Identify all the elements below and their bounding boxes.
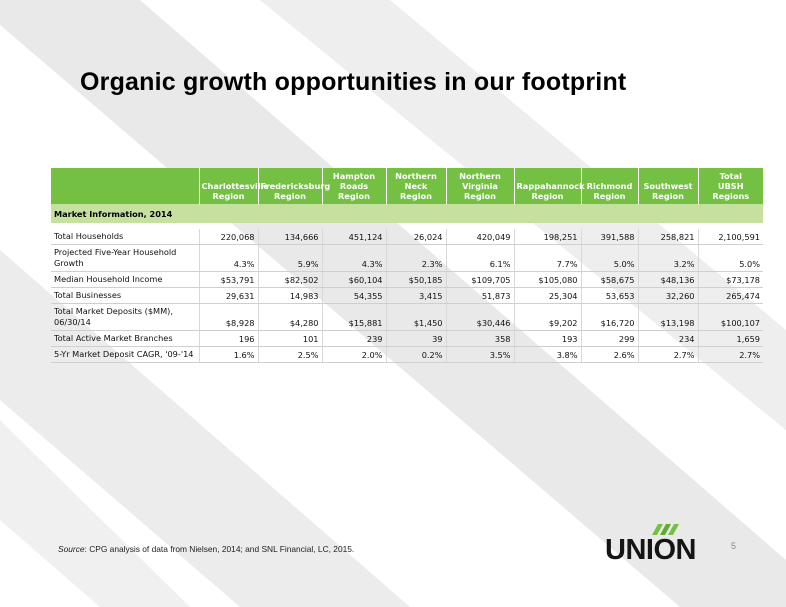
table-cell: $82,502 [257, 271, 322, 288]
table-cell: 3.2% [637, 244, 698, 272]
table-header-row: Charlottesville Region Fredericksburg Reg… [51, 168, 763, 204]
table-cell: 234 [637, 330, 698, 347]
table-cell: $13,198 [637, 303, 698, 331]
table-cell: $8,928 [198, 303, 258, 331]
table-cell: 6.1% [445, 244, 514, 272]
table-cell: $1,450 [385, 303, 446, 331]
table-cell: 2.7% [697, 346, 763, 363]
row-label: Projected Five-Year Household Growth [51, 244, 199, 272]
table-cell: 358 [445, 330, 514, 347]
table-cell: 25,304 [513, 287, 581, 304]
table-cell: 2.7% [637, 346, 698, 363]
table-cell: 4.3% [198, 244, 258, 272]
page-title: Organic growth opportunities in our foot… [80, 68, 627, 96]
table-cell: 29,631 [198, 287, 258, 304]
table-cell: 101 [257, 330, 322, 347]
column-header: Rappahannock Region [514, 168, 585, 204]
table-row: Median Household Income $53,791 $82,502 $60… [51, 271, 763, 288]
table-row: 5-Yr Market Deposit CAGR, '09-'14 1.6% 2.5… [51, 346, 763, 363]
table-cell: $109,705 [445, 271, 514, 288]
table-cell: 53,653 [580, 287, 638, 304]
table-cell: 54,355 [321, 287, 386, 304]
table-cell: 5.0% [697, 244, 763, 272]
row-label: Total Market Deposits ($MM), 06/30/14 [51, 303, 199, 331]
table-cell: 391,588 [580, 229, 638, 245]
table-cell: 451,124 [321, 229, 386, 245]
table-cell: $58,675 [580, 271, 638, 288]
source-note: Source: CPG analysis of data from Nielse… [58, 544, 354, 554]
table-cell: 4.3% [321, 244, 386, 272]
table-cell: 258,821 [637, 229, 698, 245]
union-logo: UNION [605, 524, 725, 566]
section-title: Market Information, 2014 [51, 204, 763, 223]
column-header: Charlottesville Region [199, 168, 269, 204]
table-cell: $105,080 [513, 271, 581, 288]
table-cell: 39 [385, 330, 446, 347]
table-row: Total Active Market Branches 196 101 239 39 3… [51, 330, 763, 347]
table-cell: $100,107 [697, 303, 763, 331]
table-row: Total Businesses 29,631 14,983 54,355 3,415 5… [51, 287, 763, 304]
table-cell: 7.7% [513, 244, 581, 272]
table-row: Total Households 220,068 134,666 451,124 26,… [51, 229, 763, 245]
column-header: Northern Virginia Region [446, 168, 515, 204]
table-cell: $16,720 [580, 303, 638, 331]
union-logo-text: UNION [605, 534, 696, 566]
table-cell: 196 [198, 330, 258, 347]
table-cell: 193 [513, 330, 581, 347]
table-cell: 2.0% [321, 346, 386, 363]
column-header: Richmond Region [581, 168, 639, 204]
table-cell: $50,185 [385, 271, 446, 288]
column-header: Northern Neck Region [386, 168, 447, 204]
table-cell: $73,178 [697, 271, 763, 288]
table-cell: $30,446 [445, 303, 514, 331]
table-cell: 265,474 [697, 287, 763, 304]
column-header: Hampton Roads Region [322, 168, 387, 204]
table-cell: 134,666 [257, 229, 322, 245]
table-cell: 198,251 [513, 229, 581, 245]
table-cell: $9,202 [513, 303, 581, 331]
table-cell: 3,415 [385, 287, 446, 304]
row-label: Total Households [51, 229, 199, 245]
table-cell: 2.3% [385, 244, 446, 272]
market-information-table: Charlottesville Region Fredericksburg Reg… [51, 168, 763, 363]
table-cell: 239 [321, 330, 386, 347]
column-header: Fredericksburg Region [258, 168, 330, 204]
page-number: 5 [731, 541, 737, 551]
table-cell: 0.2% [385, 346, 446, 363]
source-label: Source [58, 544, 85, 554]
table-cell: $53,791 [198, 271, 258, 288]
row-label: 5-Yr Market Deposit CAGR, '09-'14 [51, 346, 199, 363]
table-row: Total Market Deposits ($MM), 06/30/14 $8,… [51, 303, 763, 331]
table-cell: 1,659 [697, 330, 763, 347]
table-cell: 5.0% [580, 244, 638, 272]
table-cell: 1.6% [198, 346, 258, 363]
table-cell: 5.9% [257, 244, 322, 272]
table-cell: $48,136 [637, 271, 698, 288]
table-cell: 3.8% [513, 346, 581, 363]
table-cell: 32,260 [637, 287, 698, 304]
source-text: : CPG analysis of data from Nielsen, 201… [84, 544, 355, 554]
table-cell: 2.5% [257, 346, 322, 363]
table-cell: 420,049 [445, 229, 514, 245]
table-cell: 51,873 [445, 287, 514, 304]
row-label: Total Businesses [51, 287, 199, 304]
table-cell: $15,881 [321, 303, 386, 331]
column-header: Southwest Region [638, 168, 699, 204]
table-cell: 220,068 [198, 229, 258, 245]
row-label: Median Household Income [51, 271, 199, 288]
table-cell: 2.6% [580, 346, 638, 363]
union-leaf-icon [652, 524, 679, 535]
row-label: Total Active Market Branches [51, 330, 199, 347]
table-cell: 2,100,591 [697, 229, 763, 245]
table-cell: 14,983 [257, 287, 322, 304]
table-cell: $60,104 [321, 271, 386, 288]
table-cell: 3.5% [445, 346, 514, 363]
table-cell: $4,280 [257, 303, 322, 331]
header-cell-blank [51, 168, 200, 204]
table-row: Projected Five-Year Household Growth 4.3%… [51, 244, 763, 272]
section-row: Market Information, 2014 [51, 204, 763, 223]
column-header: Total UBSH Regions [698, 168, 763, 204]
table-cell: 299 [580, 330, 638, 347]
table-cell: 26,024 [385, 229, 446, 245]
